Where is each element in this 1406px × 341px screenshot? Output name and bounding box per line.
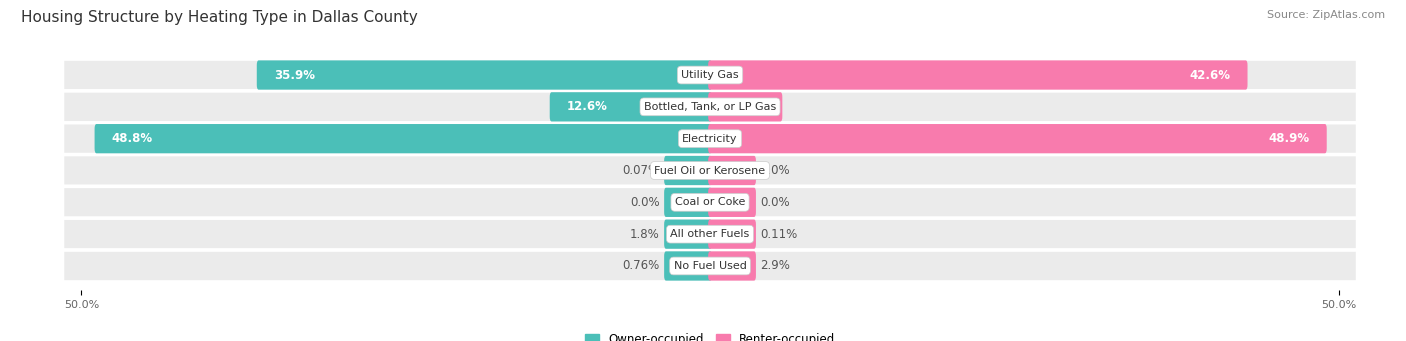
Text: 0.07%: 0.07% xyxy=(623,164,659,177)
Text: Source: ZipAtlas.com: Source: ZipAtlas.com xyxy=(1267,10,1385,20)
Text: All other Fuels: All other Fuels xyxy=(671,229,749,239)
Text: 42.6%: 42.6% xyxy=(1189,69,1230,81)
Text: 12.6%: 12.6% xyxy=(567,100,607,113)
FancyBboxPatch shape xyxy=(550,92,711,121)
FancyBboxPatch shape xyxy=(664,251,711,281)
FancyBboxPatch shape xyxy=(62,123,1358,154)
Text: 0.0%: 0.0% xyxy=(630,196,659,209)
Text: Coal or Coke: Coal or Coke xyxy=(675,197,745,207)
Text: 48.8%: 48.8% xyxy=(111,132,153,145)
FancyBboxPatch shape xyxy=(709,251,756,281)
FancyBboxPatch shape xyxy=(62,218,1358,250)
FancyBboxPatch shape xyxy=(664,220,711,249)
Text: 5.6%: 5.6% xyxy=(733,100,765,113)
Text: Utility Gas: Utility Gas xyxy=(682,70,738,80)
FancyBboxPatch shape xyxy=(709,188,756,217)
FancyBboxPatch shape xyxy=(709,156,756,185)
Text: Bottled, Tank, or LP Gas: Bottled, Tank, or LP Gas xyxy=(644,102,776,112)
FancyBboxPatch shape xyxy=(709,124,1327,153)
FancyBboxPatch shape xyxy=(257,60,711,90)
Text: 48.9%: 48.9% xyxy=(1268,132,1310,145)
Text: 0.0%: 0.0% xyxy=(761,196,790,209)
Text: No Fuel Used: No Fuel Used xyxy=(673,261,747,271)
FancyBboxPatch shape xyxy=(94,124,711,153)
FancyBboxPatch shape xyxy=(62,187,1358,218)
FancyBboxPatch shape xyxy=(709,92,782,121)
Legend: Owner-occupied, Renter-occupied: Owner-occupied, Renter-occupied xyxy=(579,328,841,341)
Text: 1.8%: 1.8% xyxy=(630,228,659,241)
FancyBboxPatch shape xyxy=(664,188,711,217)
Text: 0.0%: 0.0% xyxy=(761,164,790,177)
FancyBboxPatch shape xyxy=(62,91,1358,123)
FancyBboxPatch shape xyxy=(62,154,1358,187)
FancyBboxPatch shape xyxy=(62,250,1358,282)
Text: Housing Structure by Heating Type in Dallas County: Housing Structure by Heating Type in Dal… xyxy=(21,10,418,25)
Text: 0.11%: 0.11% xyxy=(761,228,797,241)
FancyBboxPatch shape xyxy=(709,220,756,249)
Text: 35.9%: 35.9% xyxy=(274,69,315,81)
Text: 2.9%: 2.9% xyxy=(761,260,790,272)
Text: Electricity: Electricity xyxy=(682,134,738,144)
FancyBboxPatch shape xyxy=(709,60,1247,90)
Text: Fuel Oil or Kerosene: Fuel Oil or Kerosene xyxy=(654,165,766,176)
Text: 0.76%: 0.76% xyxy=(623,260,659,272)
FancyBboxPatch shape xyxy=(62,59,1358,91)
FancyBboxPatch shape xyxy=(664,156,711,185)
